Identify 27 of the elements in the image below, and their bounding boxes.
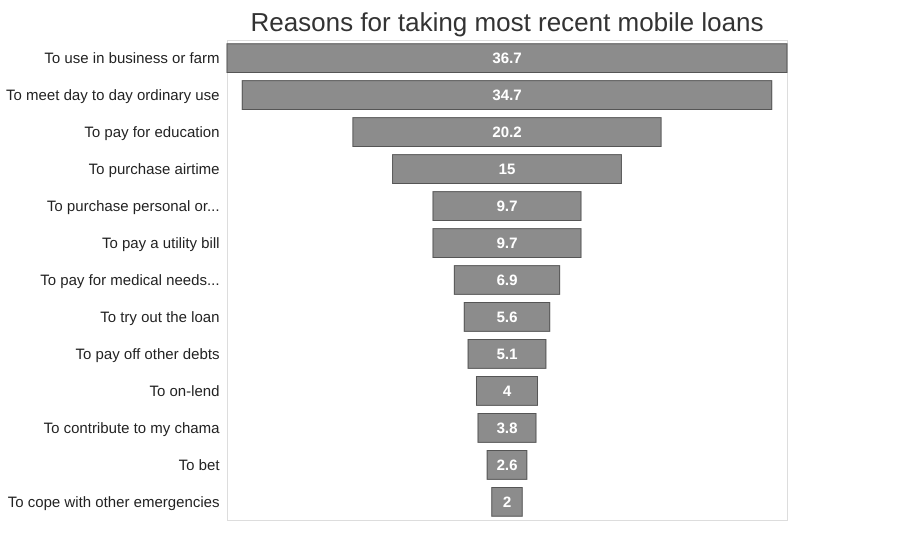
category-label: To contribute to my chama: [44, 420, 220, 437]
category-label: To pay a utility bill: [102, 235, 220, 252]
data-label: 9.7: [496, 198, 518, 216]
category-label: To purchase personal or...: [46, 198, 220, 216]
data-label: 6.9: [496, 272, 518, 289]
data-label: 20.2: [492, 124, 522, 142]
category-label: To purchase airtime: [88, 161, 220, 178]
text: Reasons for taking most recent mobile loans: [250, 7, 764, 37]
data-label: 2: [502, 494, 512, 511]
category-label: To use in business or farm: [44, 50, 220, 68]
category-label: To pay for education: [84, 124, 220, 142]
category-label: To meet day to day ordinary use: [6, 87, 220, 104]
data-label: 15: [498, 161, 516, 178]
category-label: To try out the loan: [100, 308, 220, 326]
data-label: 34.7: [492, 87, 522, 104]
data-label: 5.6: [496, 308, 518, 326]
category-label: To pay off other debts: [76, 346, 220, 363]
data-label: 4: [502, 382, 512, 400]
data-label: 2.6: [496, 456, 518, 474]
data-label: 3.8: [496, 420, 518, 437]
category-label: To on-lend: [149, 382, 220, 400]
data-label: 5.1: [496, 346, 518, 363]
category-label: To pay for medical needs...: [40, 272, 220, 289]
category-label: To cope with other emergencies: [8, 494, 220, 511]
data-label: 9.7: [496, 235, 518, 252]
data-label: 36.7: [492, 50, 522, 68]
category-label: To bet: [178, 456, 220, 474]
